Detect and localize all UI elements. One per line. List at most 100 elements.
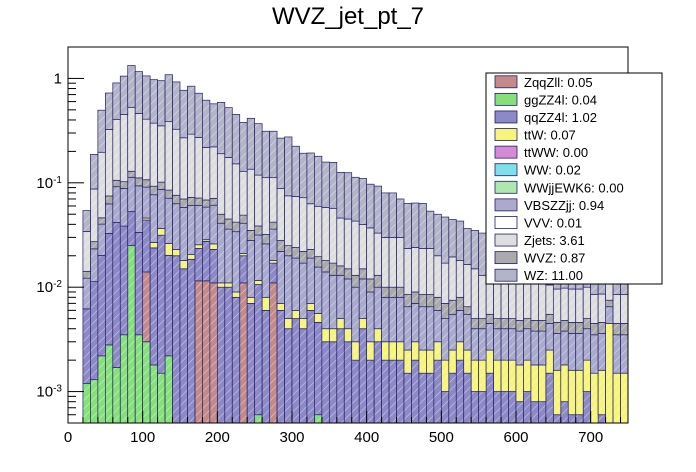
bar-ttw-bin-38 [352,342,359,360]
bar-wvz-bin-31 [299,251,306,263]
bar-zjets-bin-28 [277,189,284,241]
bar-qqzz4l-bin-7 [120,226,127,335]
bar-qqzz4l-bin-55 [479,392,486,423]
bar-qqzz4l-bin-44 [397,360,404,423]
y-tick-base: 10 [36,384,53,401]
bar-vbszzjj-bin-14 [173,204,180,250]
bar-ggzz4l-bin-3 [90,380,97,423]
bar-ttw-bin-25 [255,280,262,284]
bar-wz-bin-12 [158,81,165,126]
bar-wz-bin-11 [150,80,157,123]
bar-wz-bin-14 [173,82,180,129]
bar-wvz-bin-52 [456,297,463,310]
bar-ggzz4l-bin-12 [158,373,165,423]
bar-wz-bin-13 [165,75,172,122]
bar-ttw-bin-54 [471,360,478,391]
bar-zqqzll-bin-27 [270,283,277,423]
bar-zjets-bin-59 [509,279,516,319]
legend-label: Zjets: 3.61 [524,233,585,248]
bar-ttw-bin-43 [389,342,396,360]
legend-item: WVZ: 0.87 [495,251,585,266]
legend-swatch [495,76,517,88]
bar-ttw-bin-65 [553,370,560,414]
bar-wz-bin-24 [247,118,254,169]
bar-zjets-bin-21 [225,157,232,219]
bar-wvz-bin-59 [509,319,516,329]
bar-zjets-bin-24 [247,169,254,230]
legend-label: ttW: 0.07 [524,128,576,143]
y-tick-base: 10 [36,279,53,296]
bar-zjets-bin-15 [180,138,187,199]
bar-wvz-bin-40 [367,279,374,292]
bar-ttw-bin-57 [494,360,501,391]
bar-wz-bin-18 [202,100,209,147]
legend-item: ggZZ4l: 0.04 [495,92,597,107]
legend-swatch [495,252,517,264]
bar-zjets-bin-73 [613,295,620,324]
bar-vbszzjj-bin-22 [232,232,239,292]
bar-qqzz4l-bin-35 [329,342,336,423]
bar-ttw-bin-48 [426,350,433,373]
bar-wvz-bin-43 [389,287,396,297]
bar-zqqzll-bin-23 [240,283,247,423]
bar-vbszzjj-bin-8 [128,177,135,211]
bar-zjets-bin-39 [359,224,366,268]
bar-qqzz4l-bin-37 [344,342,351,423]
bar-qqzz4l-bin-32 [307,310,314,423]
bar-vbszzjj-bin-70 [591,335,598,373]
bar-zjets-bin-20 [217,154,224,215]
bar-qqzz4l-bin-46 [411,360,418,423]
bar-wvz-bin-7 [120,182,127,189]
bar-vbszzjj-bin-40 [367,292,374,342]
bar-vbszzjj-bin-56 [486,323,493,350]
bar-qqzz4l-bin-31 [299,329,306,423]
bar-qqzz4l-bin-71 [598,415,605,423]
bar-zjets-bin-8 [128,107,135,171]
bar-qqzz4l-bin-34 [322,342,329,423]
legend-label: WVZ: 0.87 [524,251,585,266]
bar-wvz-bin-34 [322,261,329,272]
bar-wz-bin-26 [262,131,269,177]
bar-wvz-bin-14 [173,195,180,204]
bar-zjets-bin-12 [158,126,165,182]
bar-wvz-bin-12 [158,182,165,189]
bar-zjets-bin-19 [210,147,217,198]
bar-vbszzjj-bin-71 [598,334,605,371]
legend-swatch [495,129,517,141]
bar-vbszzjj-bin-32 [307,258,314,303]
bar-qqzz4l-bin-29 [285,329,292,423]
bar-vbszzjj-bin-4 [98,224,105,255]
bar-wz-bin-36 [337,172,344,218]
bar-vbszzjj-bin-46 [411,303,418,341]
bar-ggzz4l-bin-2 [83,383,90,423]
bar-qqzz4l-bin-25 [255,285,262,415]
bar-wvz-bin-45 [404,295,411,307]
bar-vbszzjj-bin-19 [210,205,217,244]
bar-qqzz4l-bin-30 [292,319,299,423]
bar-vbszzjj-bin-42 [382,297,389,341]
bar-wvz-bin-10 [143,180,150,187]
bar-ttw-bin-60 [516,365,523,402]
bar-qqzz4l-bin-28 [277,310,284,423]
legend-item: WZ: 11.00 [495,268,583,283]
bar-wz-bin-43 [389,193,396,237]
bar-wz-bin-15 [180,90,187,138]
bar-vbszzjj-bin-17 [195,206,202,245]
bar-zjets-bin-52 [456,261,463,298]
y-tick-base: 1 [54,70,62,87]
bar-zjets-bin-29 [285,196,292,246]
bar-vbszzjj-bin-44 [397,297,404,341]
bar-wz-bin-34 [322,162,329,207]
bar-wvz-bin-33 [314,257,321,267]
bar-zjets-bin-41 [374,233,381,275]
bar-zjets-bin-3 [90,189,97,242]
bar-zqqzll-bin-10 [143,272,150,342]
bar-qqzz4l-bin-42 [382,360,389,423]
bar-vbszzjj-bin-11 [150,195,157,243]
bar-wvz-bin-24 [247,230,254,240]
bar-wvz-bin-58 [501,319,508,329]
legend-swatch [495,164,517,176]
bar-wvz-bin-63 [538,320,545,331]
chart-canvas: 0 100 200 300 400 500 600 70010-310-210-11 ZqqZ… [0,0,696,472]
bar-wvz-bin-8 [128,171,135,177]
